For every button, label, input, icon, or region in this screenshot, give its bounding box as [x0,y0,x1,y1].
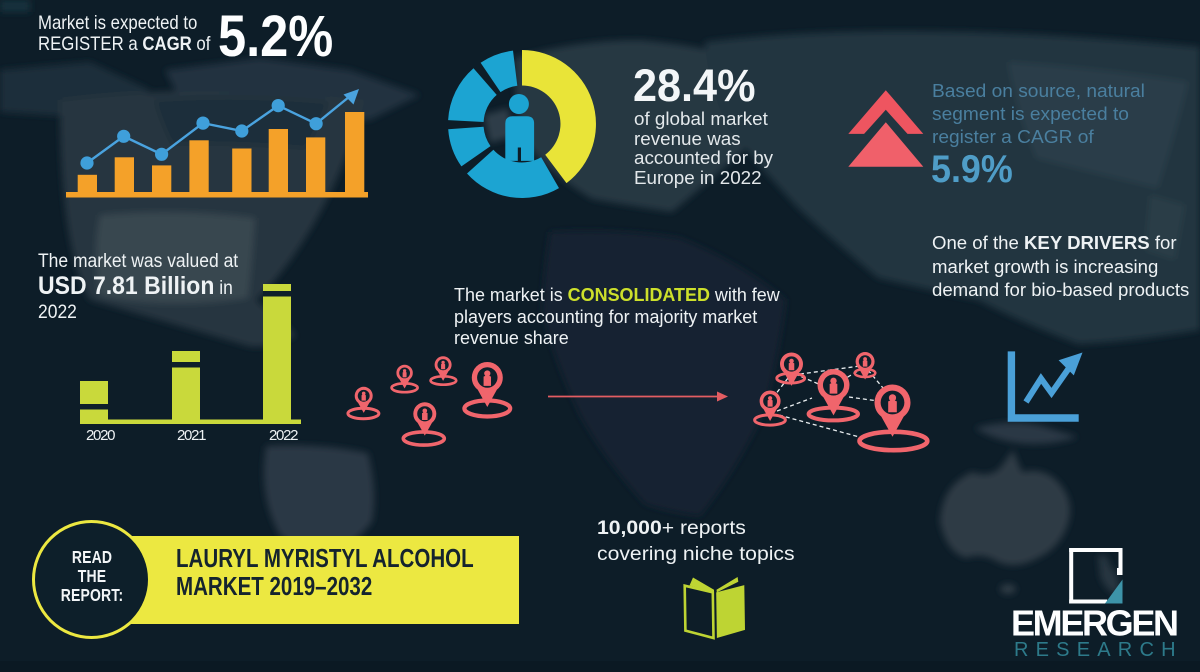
svg-text:2020: 2020 [86,427,116,444]
svg-text:2021: 2021 [177,427,207,444]
svg-text:2022: 2022 [269,427,299,444]
svg-text:RESEARCH: RESEARCH [1014,639,1183,661]
svg-text:EMERGEN: EMERGEN [1011,602,1179,643]
